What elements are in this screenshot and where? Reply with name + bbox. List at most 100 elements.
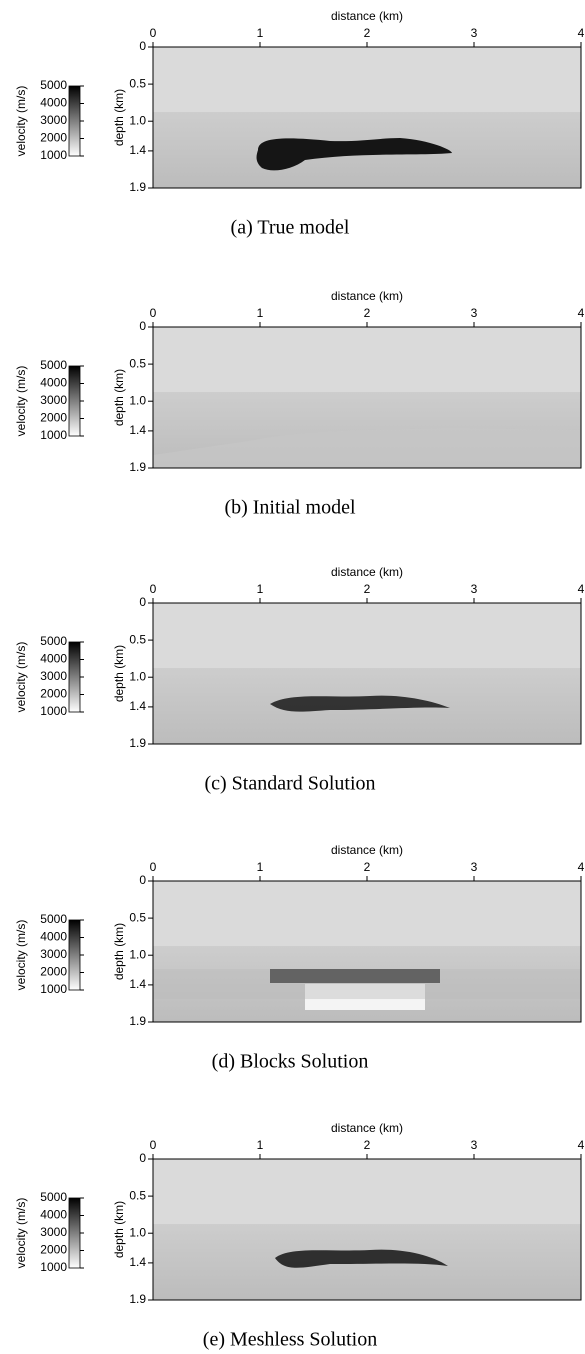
y-tick-label: 1.0: [129, 947, 146, 961]
colorbar-tick-label: 4000: [40, 1208, 67, 1222]
y-axis-label: depth (km): [112, 89, 126, 146]
x-tick-label: 0: [150, 582, 157, 596]
colorbar: [69, 642, 80, 712]
y-tick-label: 1.0: [129, 669, 146, 683]
x-tick-label: 0: [150, 860, 157, 874]
x-axis-label: distance (km): [331, 843, 403, 857]
caption: (e) Meshless Solution: [203, 1329, 377, 1351]
colorbar-tick-label: 4000: [40, 376, 67, 390]
colorbar-tick-label: 5000: [40, 634, 67, 648]
colorbar-tick-label: 4000: [40, 652, 67, 666]
colorbar-tick-label: 1000: [40, 1260, 67, 1274]
colorbar: [69, 1198, 80, 1268]
x-tick-label: 4: [578, 860, 585, 874]
colorbar-tick-label: 1000: [40, 982, 67, 996]
x-tick-label: 2: [364, 306, 371, 320]
y-tick-label: 1.4: [129, 699, 146, 713]
x-axis-label: distance (km): [331, 565, 403, 579]
y-tick-label: 1.4: [129, 423, 146, 437]
caption: (b) Initial model: [224, 497, 356, 519]
y-axis-label: depth (km): [112, 369, 126, 426]
x-tick-label: 4: [578, 306, 585, 320]
x-tick-label: 3: [471, 306, 478, 320]
y-axis-label: depth (km): [112, 645, 126, 702]
y-tick-label: 0.5: [129, 1188, 146, 1202]
x-tick-label: 3: [471, 582, 478, 596]
x-tick-label: 4: [578, 582, 585, 596]
x-tick-label: 1: [257, 860, 264, 874]
x-tick-label: 2: [364, 582, 371, 596]
x-tick-label: 4: [578, 26, 585, 40]
x-tick-label: 3: [471, 860, 478, 874]
x-tick-label: 2: [364, 1138, 371, 1152]
colorbar-tick-label: 2000: [40, 687, 67, 701]
y-tick-label: 0: [139, 595, 146, 609]
x-tick-label: 0: [150, 1138, 157, 1152]
panel: distance (km) 0 1 2 3 4 depth (km) 0 0.5 1.0 1.4 1.…: [14, 565, 584, 794]
caption: (d) Blocks Solution: [212, 1051, 369, 1073]
colorbar-tick-label: 3000: [40, 393, 67, 407]
colorbar-tick-label: 5000: [40, 358, 67, 372]
y-tick-label: 1.4: [129, 143, 146, 157]
colorbar-label: velocity (m/s): [14, 920, 28, 991]
colorbar-tick-label: 5000: [40, 1190, 67, 1204]
y-tick-label: 0.5: [129, 632, 146, 646]
caption: (a) True model: [231, 217, 350, 239]
salt-body: [153, 969, 581, 999]
colorbar-tick-label: 2000: [40, 1243, 67, 1257]
y-tick-label: 1.0: [129, 1225, 146, 1239]
colorbar-tick-label: 2000: [40, 965, 67, 979]
panel: distance (km)01234depth (km)00.51.01.41.…: [14, 9, 584, 238]
y-tick-label: 1.0: [129, 113, 146, 127]
x-tick-label: 1: [257, 582, 264, 596]
colorbar-tick-label: 1000: [40, 428, 67, 442]
x-tick-label: 2: [364, 26, 371, 40]
colorbar-tick-label: 3000: [40, 113, 67, 127]
colorbar-tick-label: 4000: [40, 96, 67, 110]
colorbar-tick-label: 2000: [40, 131, 67, 145]
y-tick-label: 1.9: [129, 460, 146, 474]
y-tick-label: 0: [139, 39, 146, 53]
colorbar-tick-label: 5000: [40, 912, 67, 926]
colorbar-tick-label: 1000: [40, 704, 67, 718]
colorbar-tick-label: 4000: [40, 930, 67, 944]
colorbar: [69, 86, 80, 156]
x-tick-label: 0: [150, 306, 157, 320]
panel: distance (km)01234depth (km)00.51.01.41.…: [14, 843, 584, 1072]
y-tick-label: 1.9: [129, 736, 146, 750]
caption: (c) Standard Solution: [204, 773, 375, 795]
x-tick-label: 1: [257, 306, 264, 320]
colorbar-label: velocity (m/s): [14, 86, 28, 157]
x-tick-label: 0: [150, 26, 157, 40]
x-tick-label: 2: [364, 860, 371, 874]
y-tick-label: 0: [139, 873, 146, 887]
panel: distance (km)01234depth (km)00.51.01.41.…: [14, 1121, 584, 1350]
y-tick-label: 1.4: [129, 977, 146, 991]
x-tick-label: 3: [471, 1138, 478, 1152]
y-tick-label: 0.5: [129, 356, 146, 370]
y-tick-label: 1.9: [129, 180, 146, 194]
colorbar-tick-label: 2000: [40, 411, 67, 425]
x-axis-label: distance (km): [331, 1121, 403, 1135]
colorbar-tick-label: 1000: [40, 148, 67, 162]
y-tick-label: 0: [139, 1151, 146, 1165]
colorbar-label: velocity (m/s): [14, 366, 28, 437]
figure: distance (km) 0 1 2 3 4 depth (km) 0 0.5 1.0 1.4 1.…: [0, 0, 585, 1354]
colorbar-label: velocity (m/s): [14, 1198, 28, 1269]
x-tick-label: 3: [471, 26, 478, 40]
y-tick-label: 1.4: [129, 1255, 146, 1269]
colorbar-tick-label: 3000: [40, 669, 67, 683]
colorbar-tick-label: 3000: [40, 1225, 67, 1239]
colorbar-tick-label: 3000: [40, 947, 67, 961]
x-tick-label: 1: [257, 1138, 264, 1152]
y-axis-label: depth (km): [112, 1201, 126, 1258]
colorbar-tick-label: 5000: [40, 78, 67, 92]
x-tick-label: 4: [578, 1138, 585, 1152]
colorbar: [69, 366, 80, 436]
y-tick-label: 0.5: [129, 910, 146, 924]
y-tick-label: 0: [139, 319, 146, 333]
x-axis-label: distance (km): [331, 9, 403, 23]
x-axis-label: distance (km): [331, 289, 403, 303]
colorbar-label: velocity (m/s): [14, 642, 28, 713]
